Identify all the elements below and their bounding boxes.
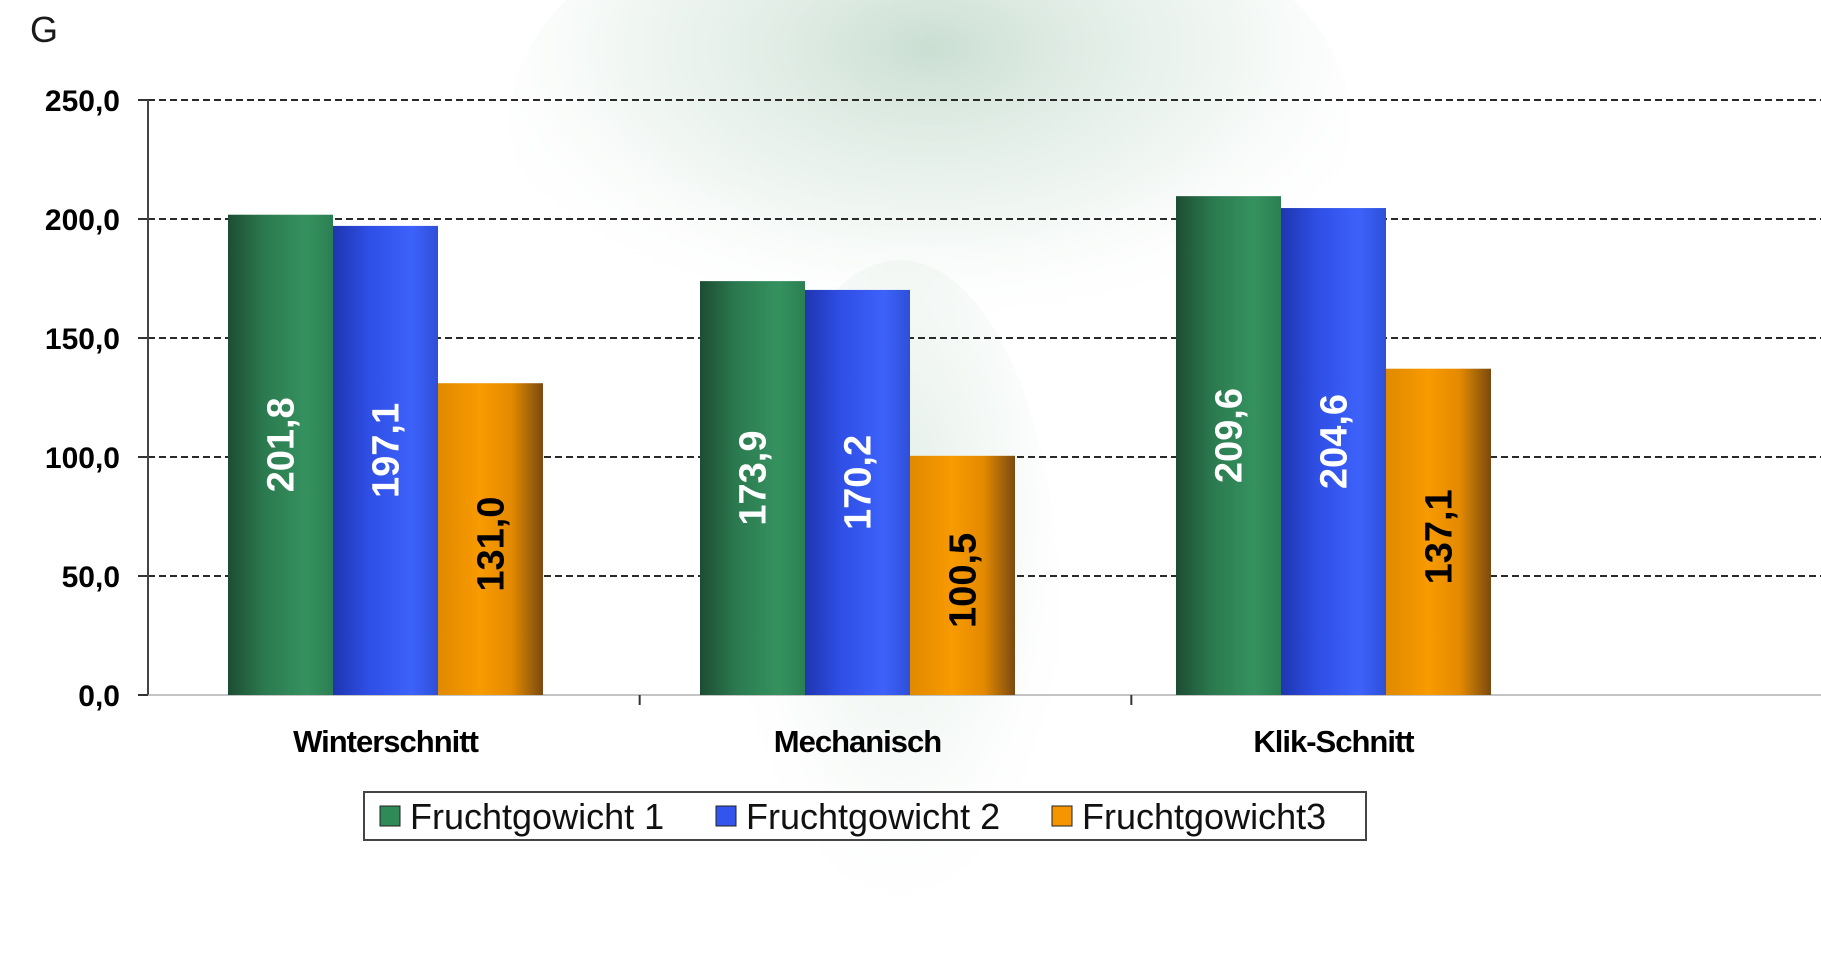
y-tick-label: 200,0 bbox=[45, 204, 120, 237]
legend-label: Fruchtgowicht3 bbox=[1082, 796, 1326, 837]
y-tick-label: 150,0 bbox=[45, 323, 120, 356]
data-label: 201,8 bbox=[261, 397, 303, 492]
x-category-label: Klik-Schnitt bbox=[1253, 724, 1414, 759]
bar bbox=[333, 225, 438, 696]
data-label: 131,0 bbox=[471, 497, 513, 592]
legend-swatch bbox=[1051, 805, 1073, 827]
data-label: 209,6 bbox=[1209, 388, 1251, 483]
data-label: 170,2 bbox=[838, 435, 880, 530]
x-category-label: Winterschnitt bbox=[293, 724, 478, 759]
y-tick-label: 50,0 bbox=[62, 561, 120, 594]
data-label: 173,9 bbox=[733, 431, 775, 526]
y-tick-label: 250,0 bbox=[45, 85, 120, 118]
legend-swatch bbox=[715, 805, 737, 827]
data-label: 137,1 bbox=[1419, 489, 1461, 584]
legend-box bbox=[363, 791, 1367, 841]
bars bbox=[228, 196, 1491, 696]
bar bbox=[438, 383, 543, 695]
y-tick-label: 100,0 bbox=[45, 442, 120, 475]
bar bbox=[910, 455, 1015, 695]
legend-label: Fruchtgowicht 1 bbox=[410, 796, 664, 837]
legend-label: Fruchtgowicht 2 bbox=[746, 796, 1000, 837]
legend: Fruchtgowicht 1 Fruchtgowicht 2 Fruchtgowi… bbox=[363, 791, 1367, 841]
bar bbox=[1386, 368, 1491, 695]
bar bbox=[1176, 196, 1281, 696]
bar bbox=[228, 214, 333, 695]
y-axis-unit-label: G bbox=[30, 9, 58, 50]
data-label: 100,5 bbox=[943, 533, 985, 628]
bar bbox=[805, 289, 910, 695]
bar bbox=[1281, 208, 1386, 695]
x-category-label: Mechanisch bbox=[774, 724, 942, 759]
y-tick-label: 0,0 bbox=[78, 680, 120, 713]
axes: 0,0 50,0 100,0 150,0 200,0 250,0 Winterschnitt… bbox=[45, 85, 1821, 759]
data-labels: 201,8 197,1 131,0 173,9 170,2 100,5 209,6 204,6… bbox=[261, 388, 1461, 628]
data-label: 197,1 bbox=[366, 403, 408, 498]
bar bbox=[700, 281, 805, 695]
legend-swatch bbox=[379, 805, 401, 827]
data-label: 204,6 bbox=[1314, 394, 1356, 489]
